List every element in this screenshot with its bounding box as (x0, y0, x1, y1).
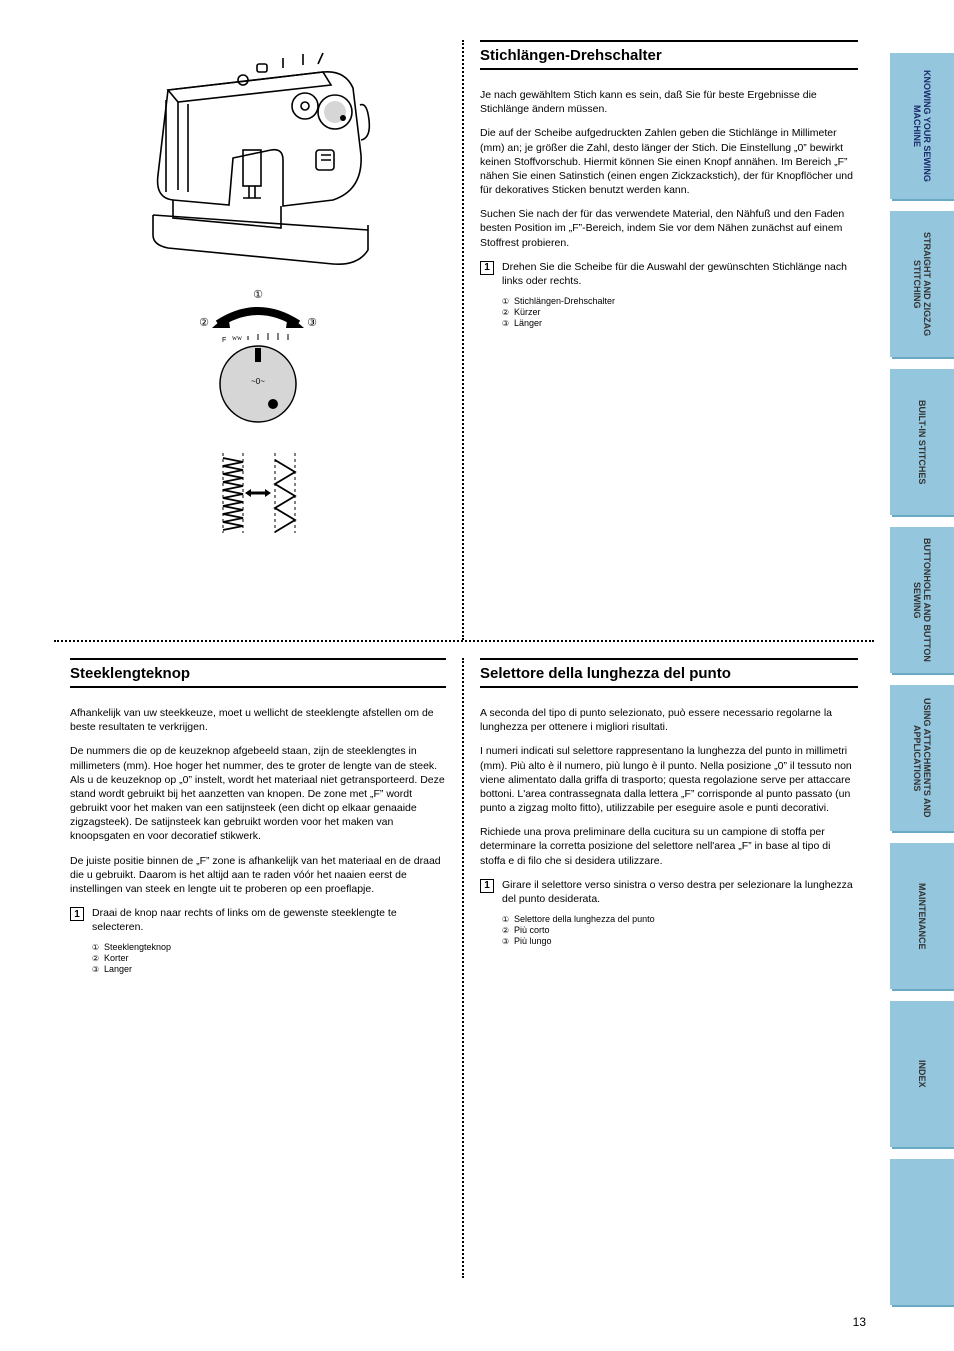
divider-horizontal (54, 640, 874, 642)
svg-text:ww: ww (232, 334, 243, 342)
legend-it-3: ③Più lungo (500, 936, 858, 946)
svg-text:~0~: ~0~ (251, 377, 265, 386)
step-num-it: 1 (480, 879, 494, 893)
step-text-it: Girare il selettore verso sinistra o ver… (502, 878, 858, 906)
row-bottom: Steeklengteknop Afhankelijk van uw steek… (54, 658, 874, 1278)
callout-three: ③ (307, 317, 317, 329)
legend-it: ①Selettore della lunghezza del punto ②Pi… (500, 914, 858, 946)
legend-nl-2: ②Korter (90, 953, 446, 963)
quadrant-dutch: Steeklengteknop Afhankelijk van uw steek… (54, 658, 464, 1278)
content-area: ① ② ③ F ww ~0~ (54, 40, 874, 1276)
para-nl-3: De juiste positie binnen de „F” zone is … (70, 854, 446, 897)
legend-de: ①Stichlängen-Drehschalter ②Kürzer ③Länge… (500, 296, 858, 328)
legend-it-2: ②Più corto (500, 925, 858, 935)
tab-maintenance[interactable]: MAINTENANCE (890, 843, 954, 989)
tab-blank[interactable] (890, 1159, 954, 1305)
para-de-3: Suchen Sie nach der für das verwendete M… (480, 207, 858, 250)
step-it: 1 Girare il selettore verso sinistra o v… (480, 878, 858, 906)
stitch-length-zigzag-illustration (193, 448, 323, 538)
legend-de-3: ③Länger (500, 318, 858, 328)
callout-two: ② (199, 317, 209, 329)
page-number: 13 (853, 1315, 866, 1329)
para-de-1: Je nach gewähltem Stich kann es sein, da… (480, 88, 858, 116)
tab-straight-zigzag[interactable]: STRAIGHT AND ZIGZAG STITCHING (890, 211, 954, 357)
page: KNOWING YOUR SEWING MACHINE STRAIGHT AND… (0, 0, 954, 1351)
row-top: ① ② ③ F ww ~0~ (54, 40, 874, 640)
para-nl-1: Afhankelijk van uw steekkeuze, moet u we… (70, 706, 446, 734)
quadrant-german: Stichlängen-Drehschalter Je nach gewählt… (464, 40, 874, 640)
para-nl-2: De nummers die op de keuzeknop afgebeeld… (70, 744, 446, 843)
sewing-machine-illustration (133, 40, 383, 270)
step-num-de: 1 (480, 261, 494, 275)
title-nl: Steeklengteknop (70, 658, 446, 688)
title-de: Stichlängen-Drehschalter (480, 40, 858, 70)
legend-de-2: ②Kürzer (500, 307, 858, 317)
para-de-2: Die auf der Scheibe aufgedruckten Zahlen… (480, 126, 858, 197)
step-num-nl: 1 (70, 907, 84, 921)
legend-de-1: ①Stichlängen-Drehschalter (500, 296, 858, 306)
tab-attachments[interactable]: USING ATTACHMENTS AND APPLICATIONS (890, 685, 954, 831)
quadrant-italian: Selettore della lunghezza del punto A se… (464, 658, 874, 1278)
stitch-length-dial-illustration: ① ② ③ F ww ~0~ (178, 284, 338, 434)
title-it: Selettore della lunghezza del punto (480, 658, 858, 688)
svg-text:F: F (222, 337, 226, 344)
tab-builtin-stitches[interactable]: BUILT-IN STITCHES (890, 369, 954, 515)
tab-index[interactable]: INDEX (890, 1001, 954, 1147)
tab-knowing-machine[interactable]: KNOWING YOUR SEWING MACHINE (890, 53, 954, 199)
quadrant-illustrations: ① ② ③ F ww ~0~ (54, 40, 464, 640)
step-de: 1 Drehen Sie die Scheibe für die Auswahl… (480, 260, 858, 288)
legend-it-1: ①Selettore della lunghezza del punto (500, 914, 858, 924)
legend-nl: ①Steeklengteknop ②Korter ③Langer (90, 942, 446, 974)
callout-one: ① (253, 289, 263, 301)
para-it-2: I numeri indicati sul selettore rapprese… (480, 744, 858, 815)
side-tabs: KNOWING YOUR SEWING MACHINE STRAIGHT AND… (890, 53, 954, 1305)
para-it-3: Richiede una prova preliminare della cuc… (480, 825, 858, 868)
legend-nl-1: ①Steeklengteknop (90, 942, 446, 952)
step-nl: 1 Draai de knop naar rechts of links om … (70, 906, 446, 934)
legend-nl-3: ③Langer (90, 964, 446, 974)
step-text-nl: Draai de knop naar rechts of links om de… (92, 906, 446, 934)
tab-buttonhole[interactable]: BUTTONHOLE AND BUTTON SEWING (890, 527, 954, 673)
step-text-de: Drehen Sie die Scheibe für die Auswahl d… (502, 260, 858, 288)
para-it-1: A seconda del tipo di punto selezionato,… (480, 706, 858, 734)
